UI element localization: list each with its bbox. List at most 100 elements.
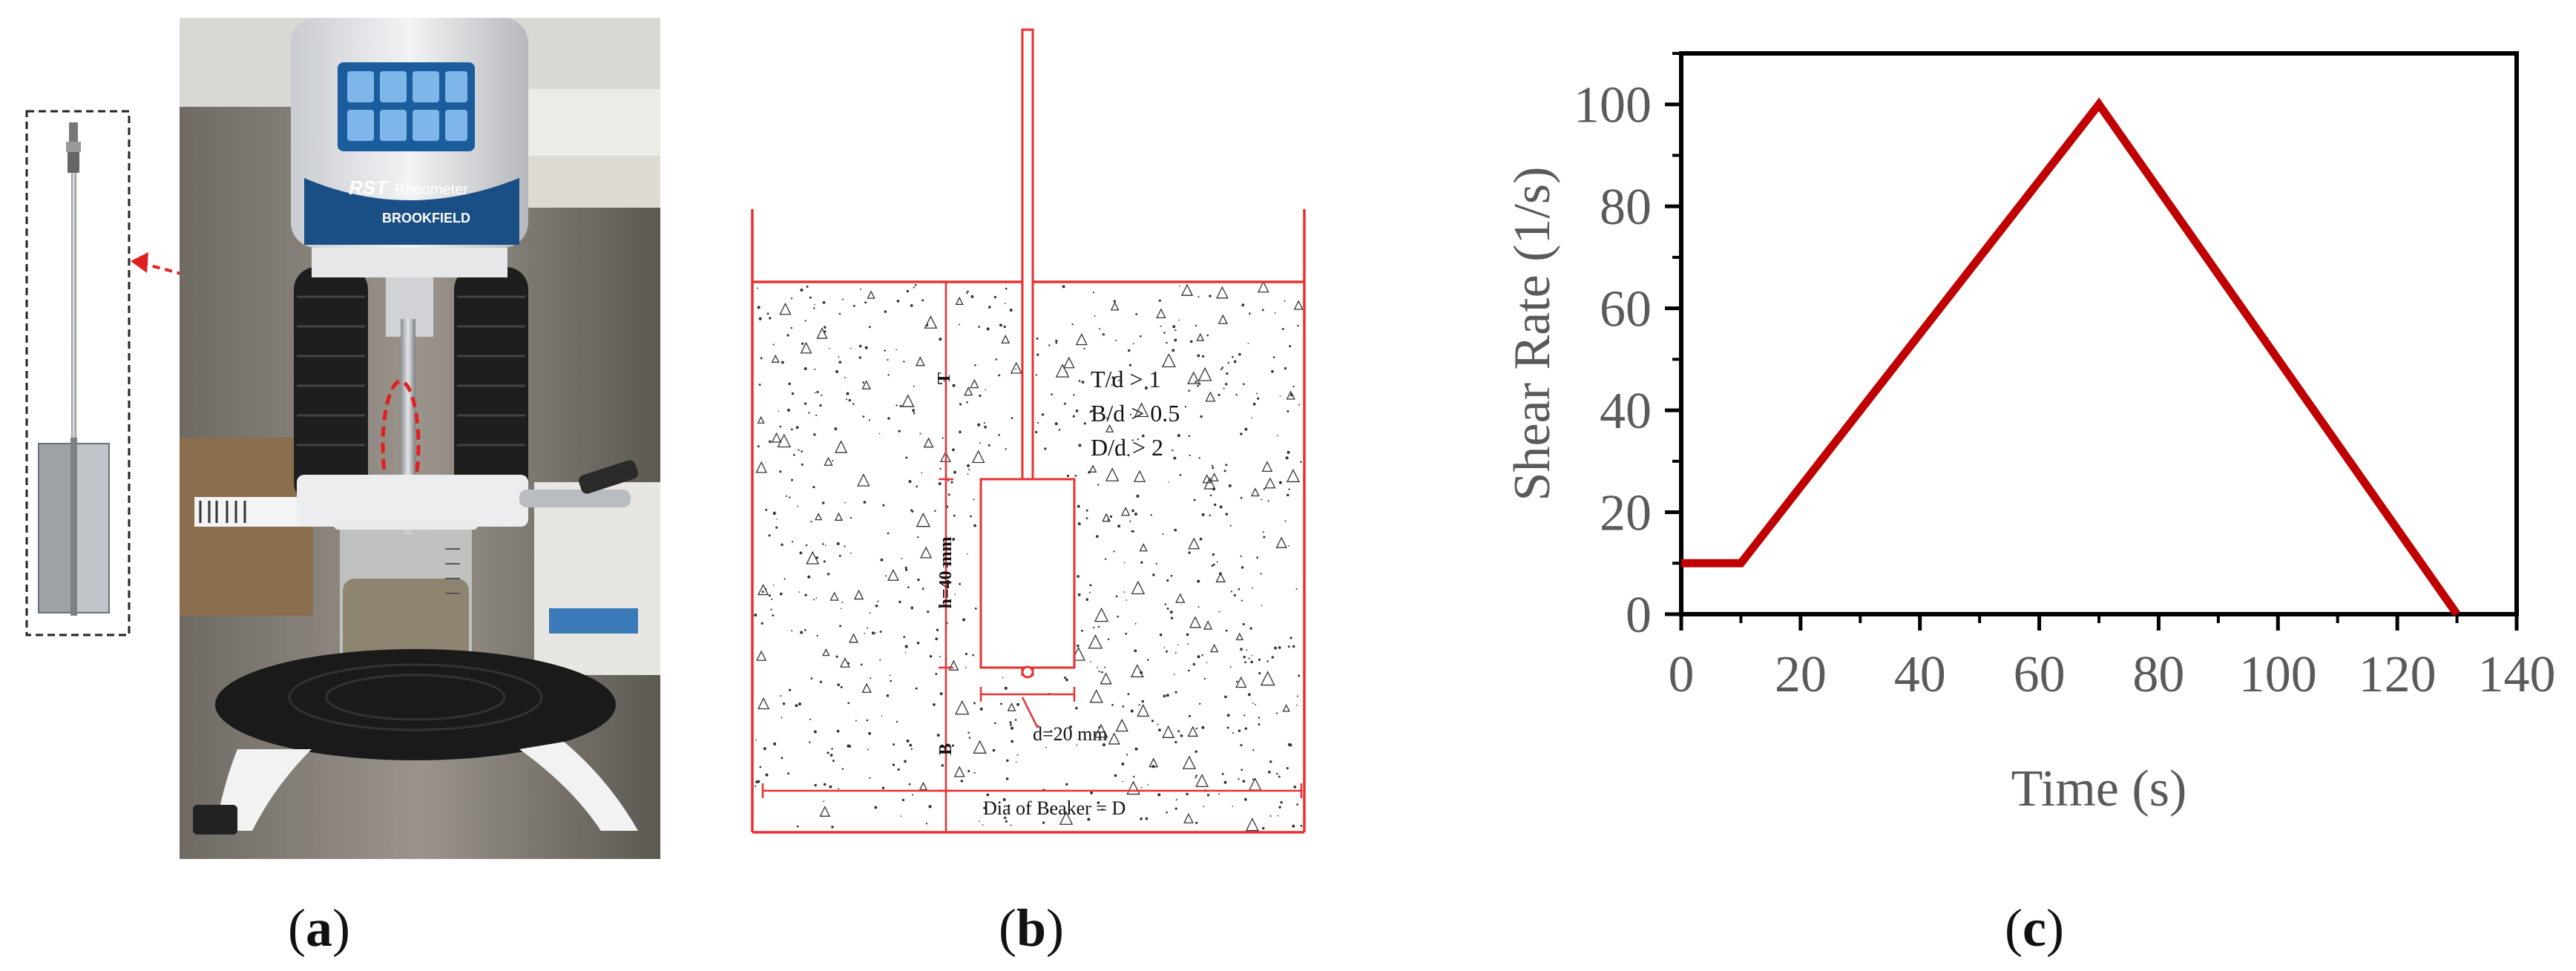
x-tick-label: 120	[2359, 646, 2437, 703]
sand-particle	[838, 788, 840, 790]
sand-particle	[959, 582, 961, 585]
sand-particle	[1101, 671, 1103, 674]
sand-particle	[1274, 312, 1276, 314]
sand-particle	[952, 384, 956, 387]
sand-particle	[1258, 672, 1261, 675]
sand-particle	[1151, 720, 1154, 723]
sand-particle	[806, 286, 809, 288]
sand-particle	[841, 768, 844, 770]
sand-particle	[911, 794, 913, 796]
sand-particle	[1243, 714, 1246, 717]
sand-particle	[1244, 727, 1247, 731]
sand-particle	[1130, 709, 1134, 713]
sand-particle	[772, 585, 775, 586]
caption-a: (a)	[288, 898, 350, 958]
sand-particle	[816, 390, 819, 394]
sand-particle	[1140, 335, 1142, 338]
sand-particle	[772, 343, 775, 346]
sand-particle	[1197, 296, 1200, 298]
sand-particle	[760, 622, 763, 625]
sand-particle	[1238, 588, 1241, 590]
sand-particle	[1261, 498, 1263, 501]
sand-particle	[1189, 454, 1191, 457]
sand-particle	[1241, 303, 1245, 307]
sand-particle	[1005, 287, 1008, 290]
sand-particle	[828, 348, 830, 349]
sand-particle	[1115, 595, 1118, 598]
sand-particle	[967, 290, 969, 293]
sand-particle	[1083, 422, 1086, 425]
sand-particle	[973, 524, 976, 527]
sand-particle	[979, 442, 981, 444]
y-tick-label: 100	[1574, 77, 1652, 134]
sand-particle	[1287, 410, 1289, 412]
sand-particle	[1172, 349, 1175, 352]
aggregate-particle	[1161, 353, 1176, 368]
sand-particle	[966, 401, 968, 404]
sand-particle	[758, 384, 761, 386]
y-axis-label: Shear Rate (1/s)	[1504, 167, 1561, 501]
sand-particle	[1089, 410, 1092, 413]
sand-particle	[1163, 647, 1166, 649]
sand-particle	[838, 312, 841, 315]
sand-particle	[1241, 566, 1244, 569]
sand-particle	[810, 521, 812, 523]
sand-particle	[952, 537, 956, 541]
aggregate-particle	[853, 589, 864, 600]
sand-particle	[1071, 323, 1074, 326]
shear-rate-series-line	[1681, 97, 2461, 617]
sand-particle	[1278, 806, 1281, 809]
sand-particle	[755, 739, 758, 741]
aggregate-particle	[1202, 474, 1212, 484]
sand-particle	[1111, 703, 1114, 706]
sand-particle	[953, 514, 956, 517]
sand-particle	[1035, 374, 1038, 376]
aggregate-particle	[1175, 593, 1186, 603]
sand-particle	[1131, 530, 1133, 533]
sand-particle	[1087, 817, 1091, 821]
sand-particle	[1197, 606, 1200, 608]
sand-particle	[838, 361, 842, 364]
aggregate-particle	[971, 450, 985, 464]
sand-particle	[1157, 723, 1159, 725]
sand-particle	[1287, 743, 1291, 746]
aggregate-particle	[1187, 371, 1200, 384]
sand-particle	[867, 627, 869, 629]
sand-particle	[866, 719, 869, 722]
sand-particle	[1091, 409, 1094, 412]
sand-particle	[1173, 674, 1175, 676]
sand-particle	[938, 482, 942, 486]
sand-particle	[788, 382, 791, 386]
sand-particle	[822, 301, 826, 304]
sand-particle	[887, 532, 890, 535]
sand-particle	[823, 783, 827, 786]
sand-particle	[781, 361, 784, 364]
sand-particle	[1246, 649, 1248, 651]
sand-particle	[773, 742, 777, 745]
sand-particle	[933, 702, 936, 706]
sand-particle	[1206, 334, 1209, 337]
sand-particle	[1281, 328, 1284, 331]
sand-particle	[1129, 520, 1131, 522]
caption-c: (c)	[2005, 898, 2064, 958]
device-brand-label: BROOKFIELD	[382, 211, 470, 226]
x-tick-label: 80	[2132, 646, 2184, 703]
sand-particle	[1236, 680, 1238, 683]
sand-particle	[898, 429, 901, 432]
sand-particle	[790, 428, 793, 431]
sand-particle	[813, 599, 815, 601]
aggregate-particle	[771, 354, 780, 363]
sand-particle	[1097, 667, 1098, 668]
sand-particle	[1223, 387, 1225, 389]
sand-particle	[901, 798, 905, 802]
sand-particle	[966, 464, 970, 467]
sand-particle	[1293, 786, 1297, 789]
sand-particle	[781, 717, 783, 719]
sand-particle	[1188, 669, 1190, 672]
sand-particle	[936, 628, 939, 631]
sand-particle	[862, 415, 865, 418]
aggregate-particle	[1209, 643, 1219, 653]
sand-particle	[904, 760, 907, 763]
sand-particle	[1095, 535, 1099, 539]
panel-b: T h=40 mm B d=20 mm Dia of Beaker = D T/…	[727, 0, 1321, 868]
